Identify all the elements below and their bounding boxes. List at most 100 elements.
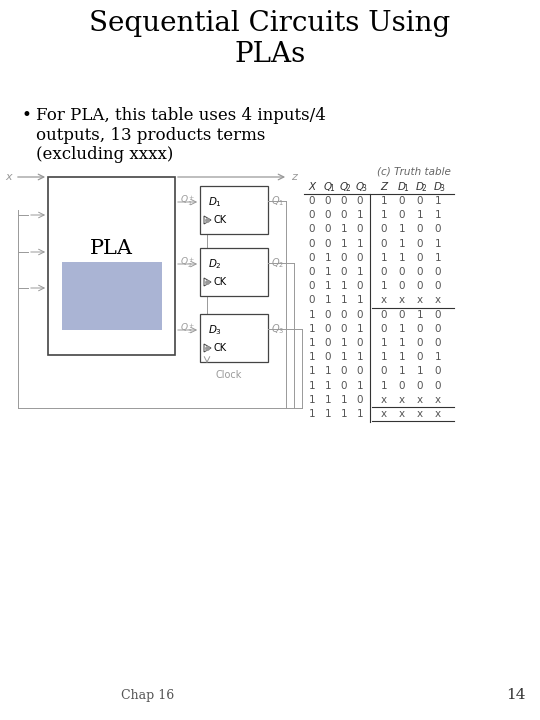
Text: 1: 1 (417, 310, 423, 320)
Text: 1: 1 (435, 352, 441, 362)
Text: 1: 1 (399, 225, 406, 235)
Text: 0: 0 (325, 310, 331, 320)
Text: 0: 0 (357, 366, 363, 377)
Text: D: D (434, 182, 442, 192)
Bar (62, 262, 162, 330)
Text: 0: 0 (357, 282, 363, 291)
Text: z: z (291, 172, 297, 182)
Text: 0: 0 (341, 253, 347, 263)
Text: 0: 0 (381, 238, 387, 248)
Bar (200, 314, 268, 362)
Text: 1: 1 (399, 352, 406, 362)
Bar (200, 248, 268, 296)
Text: (c) Truth table: (c) Truth table (377, 167, 451, 177)
Text: 1: 1 (381, 282, 387, 291)
Text: 0: 0 (435, 324, 441, 334)
Text: 0: 0 (357, 225, 363, 235)
Text: 3: 3 (362, 184, 367, 193)
Text: 0: 0 (341, 366, 347, 377)
Text: 1: 1 (399, 238, 406, 248)
Text: 0: 0 (341, 267, 347, 277)
Text: CK: CK (213, 277, 226, 287)
Text: PLA: PLA (90, 238, 133, 258)
Text: 0: 0 (309, 282, 315, 291)
Text: CK: CK (213, 215, 226, 225)
Text: 0: 0 (325, 238, 331, 248)
Text: 1: 1 (309, 324, 315, 334)
Text: 0: 0 (417, 324, 423, 334)
Text: 0: 0 (341, 310, 347, 320)
Text: For PLA, this table uses 4 inputs/4
outputs, 13 products terms
(excluding xxxx): For PLA, this table uses 4 inputs/4 outp… (36, 107, 326, 163)
Text: 1: 1 (325, 253, 332, 263)
Text: Sequential Circuits Using
PLAs: Sequential Circuits Using PLAs (90, 10, 450, 68)
Text: D: D (398, 182, 406, 192)
Text: 1: 1 (325, 295, 332, 305)
Text: 1: 1 (309, 352, 315, 362)
Text: 1: 1 (341, 238, 347, 248)
Text: 0: 0 (309, 267, 315, 277)
Text: 1: 1 (381, 338, 387, 348)
Text: x: x (435, 295, 441, 305)
Text: 1: 1 (309, 338, 315, 348)
Text: 1: 1 (325, 282, 332, 291)
Text: 2: 2 (346, 184, 350, 193)
Text: 1: 1 (341, 409, 347, 419)
Text: 1: 1 (325, 267, 332, 277)
Text: 1: 1 (341, 338, 347, 348)
Text: 0: 0 (399, 196, 405, 206)
Text: •: • (22, 107, 32, 124)
Text: 0: 0 (399, 210, 405, 220)
Text: 1: 1 (325, 409, 332, 419)
Text: 0: 0 (341, 324, 347, 334)
Text: 0: 0 (325, 225, 331, 235)
Text: 2: 2 (422, 184, 427, 193)
Text: x: x (417, 409, 423, 419)
Text: 1: 1 (435, 196, 441, 206)
Text: x: x (417, 295, 423, 305)
Text: Q: Q (340, 182, 348, 192)
Text: 0: 0 (399, 310, 405, 320)
Text: x: x (435, 395, 441, 405)
Text: 0: 0 (435, 267, 441, 277)
Text: 0: 0 (357, 196, 363, 206)
Text: 1: 1 (399, 324, 406, 334)
Text: 0: 0 (357, 338, 363, 348)
Text: 0: 0 (325, 324, 331, 334)
Text: 0: 0 (417, 267, 423, 277)
Text: x: x (399, 295, 405, 305)
Text: 1: 1 (341, 352, 347, 362)
Text: 1: 1 (417, 210, 423, 220)
Text: 1: 1 (309, 409, 315, 419)
Text: 0: 0 (435, 225, 441, 235)
Text: 0: 0 (381, 310, 387, 320)
Text: 1: 1 (329, 184, 334, 193)
Text: 1: 1 (309, 381, 315, 390)
Text: 0: 0 (417, 338, 423, 348)
Text: 1: 1 (341, 225, 347, 235)
Text: 0: 0 (417, 196, 423, 206)
Text: 0: 0 (435, 381, 441, 390)
Text: 1: 1 (399, 253, 406, 263)
Text: 1: 1 (309, 395, 315, 405)
Text: 0: 0 (399, 381, 405, 390)
Text: 0: 0 (381, 366, 387, 377)
Text: 0: 0 (309, 238, 315, 248)
Text: Z: Z (381, 182, 388, 192)
Text: 0: 0 (309, 210, 315, 220)
Text: x: x (381, 395, 387, 405)
Text: $D_3$: $D_3$ (208, 323, 222, 337)
Text: 14: 14 (507, 688, 526, 702)
Text: 1: 1 (435, 253, 441, 263)
Text: 1: 1 (357, 295, 363, 305)
Text: 1: 1 (403, 184, 408, 193)
Text: x: x (417, 395, 423, 405)
Text: 0: 0 (381, 267, 387, 277)
Text: $Q_1$: $Q_1$ (271, 194, 284, 208)
Text: $D_2$: $D_2$ (208, 257, 222, 271)
Text: 0: 0 (435, 282, 441, 291)
Text: 0: 0 (381, 324, 387, 334)
Text: $Q_1^+$: $Q_1^+$ (180, 194, 196, 208)
Text: x: x (5, 172, 12, 182)
Text: 1: 1 (309, 310, 315, 320)
Text: 0: 0 (309, 253, 315, 263)
